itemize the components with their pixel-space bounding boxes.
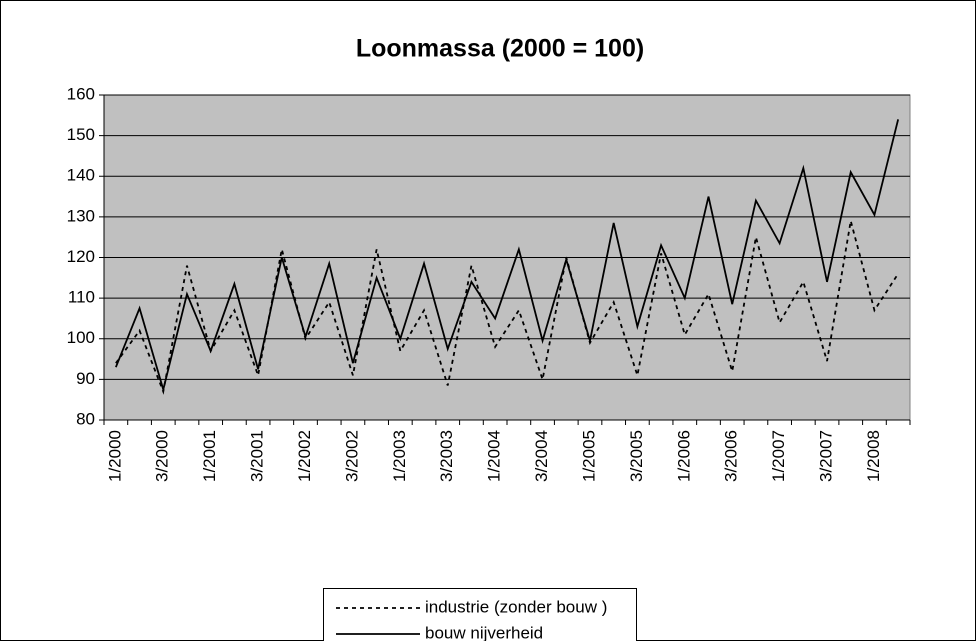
series-line — [115, 220, 899, 395]
y-tick-label: 90 — [76, 369, 95, 388]
x-tick-label: 1/2001 — [200, 430, 219, 482]
x-tick-label: 1/2008 — [864, 430, 883, 482]
y-tick-label: 80 — [76, 409, 95, 428]
x-tick-label: 1/2004 — [485, 430, 504, 482]
y-tick-label: 110 — [68, 288, 95, 307]
chart-title: Loonmassa (2000 = 100) — [356, 35, 644, 63]
x-tick-label: 3/2004 — [532, 430, 551, 482]
y-tick-label: 120 — [67, 247, 95, 266]
legend-box — [323, 588, 637, 641]
x-tick-label: 1/2007 — [769, 430, 788, 482]
legend-label: industrie (zonder bouw ) — [425, 597, 607, 616]
y-tick-label: 100 — [67, 328, 95, 347]
x-tick-label: 1/2006 — [674, 430, 693, 482]
y-tick-label: 140 — [67, 166, 95, 185]
x-tick-label: 3/2002 — [342, 430, 361, 482]
x-tick-label: 3/2003 — [437, 430, 456, 482]
x-tick-label: 1/2000 — [105, 430, 124, 482]
x-tick-label: 3/2001 — [248, 430, 267, 482]
x-tick-label: 3/2007 — [817, 430, 836, 482]
legend-label: bouw nijverheid — [425, 623, 543, 641]
series-line — [115, 119, 900, 393]
y-tick-label: 160 — [67, 84, 95, 103]
x-tick-label: 3/2006 — [722, 430, 741, 482]
x-tick-label: 1/2005 — [579, 430, 598, 482]
x-tick-label: 3/2005 — [627, 430, 646, 482]
x-tick-label: 1/2002 — [295, 430, 314, 482]
y-tick-label: 150 — [67, 125, 95, 144]
x-tick-label: 1/2003 — [390, 430, 409, 482]
x-tick-label: 3/2000 — [153, 430, 172, 482]
y-tick-label: 130 — [67, 206, 95, 225]
